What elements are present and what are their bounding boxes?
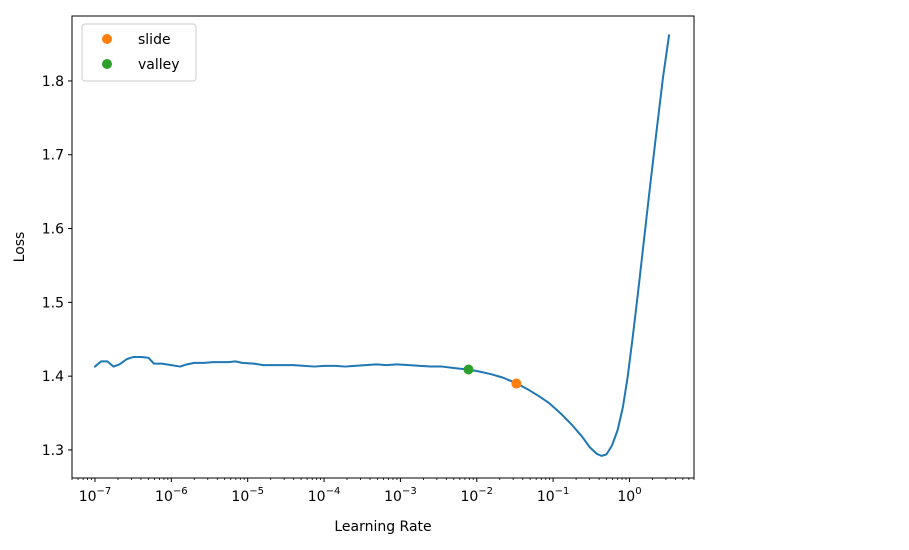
plot-background bbox=[72, 16, 694, 478]
legend: slide valley bbox=[81, 23, 197, 82]
y-tick-label: 1.7 bbox=[42, 148, 64, 164]
plot-frame bbox=[71, 15, 695, 479]
y-axis-ticks: 1.3 1.4 1.5 1.6 1.7 1.8 bbox=[42, 74, 72, 459]
marker-layer bbox=[463, 364, 522, 389]
x-axis-ticks: 10−7 10−6 10−5 10−4 10−3 10−2 10−1 100 bbox=[71, 478, 695, 505]
legend-valley-swatch bbox=[102, 59, 112, 69]
x-tick-label: 10−2 bbox=[460, 486, 493, 505]
x-tick-label: 10−7 bbox=[79, 486, 112, 505]
legend-slide-label: slide bbox=[138, 32, 171, 48]
y-tick-label: 1.6 bbox=[42, 222, 64, 238]
legend-valley-label: valley bbox=[138, 57, 180, 73]
legend-items: slide valley bbox=[102, 32, 180, 73]
x-tick-label: 10−6 bbox=[155, 486, 188, 505]
legend-slide-swatch bbox=[102, 34, 112, 44]
x-tick-label: 10−3 bbox=[384, 486, 417, 505]
slide-marker-point bbox=[511, 378, 522, 389]
valley-marker-point bbox=[463, 364, 474, 375]
x-tick-label: 10−5 bbox=[231, 486, 264, 505]
loss-curve-line bbox=[93, 34, 671, 457]
x-tick-label: 10−1 bbox=[537, 486, 570, 505]
x-axis-title: Learning Rate bbox=[334, 519, 431, 535]
y-axis-title: Loss bbox=[12, 232, 28, 263]
y-tick-label: 1.4 bbox=[42, 369, 64, 385]
y-tick-label: 1.5 bbox=[42, 295, 64, 311]
x-tick-label: 10−4 bbox=[308, 486, 341, 505]
x-tick-label: 100 bbox=[617, 486, 641, 505]
curve-layer bbox=[93, 34, 671, 457]
y-tick-label: 1.3 bbox=[42, 443, 64, 459]
y-tick-label: 1.8 bbox=[42, 74, 64, 90]
